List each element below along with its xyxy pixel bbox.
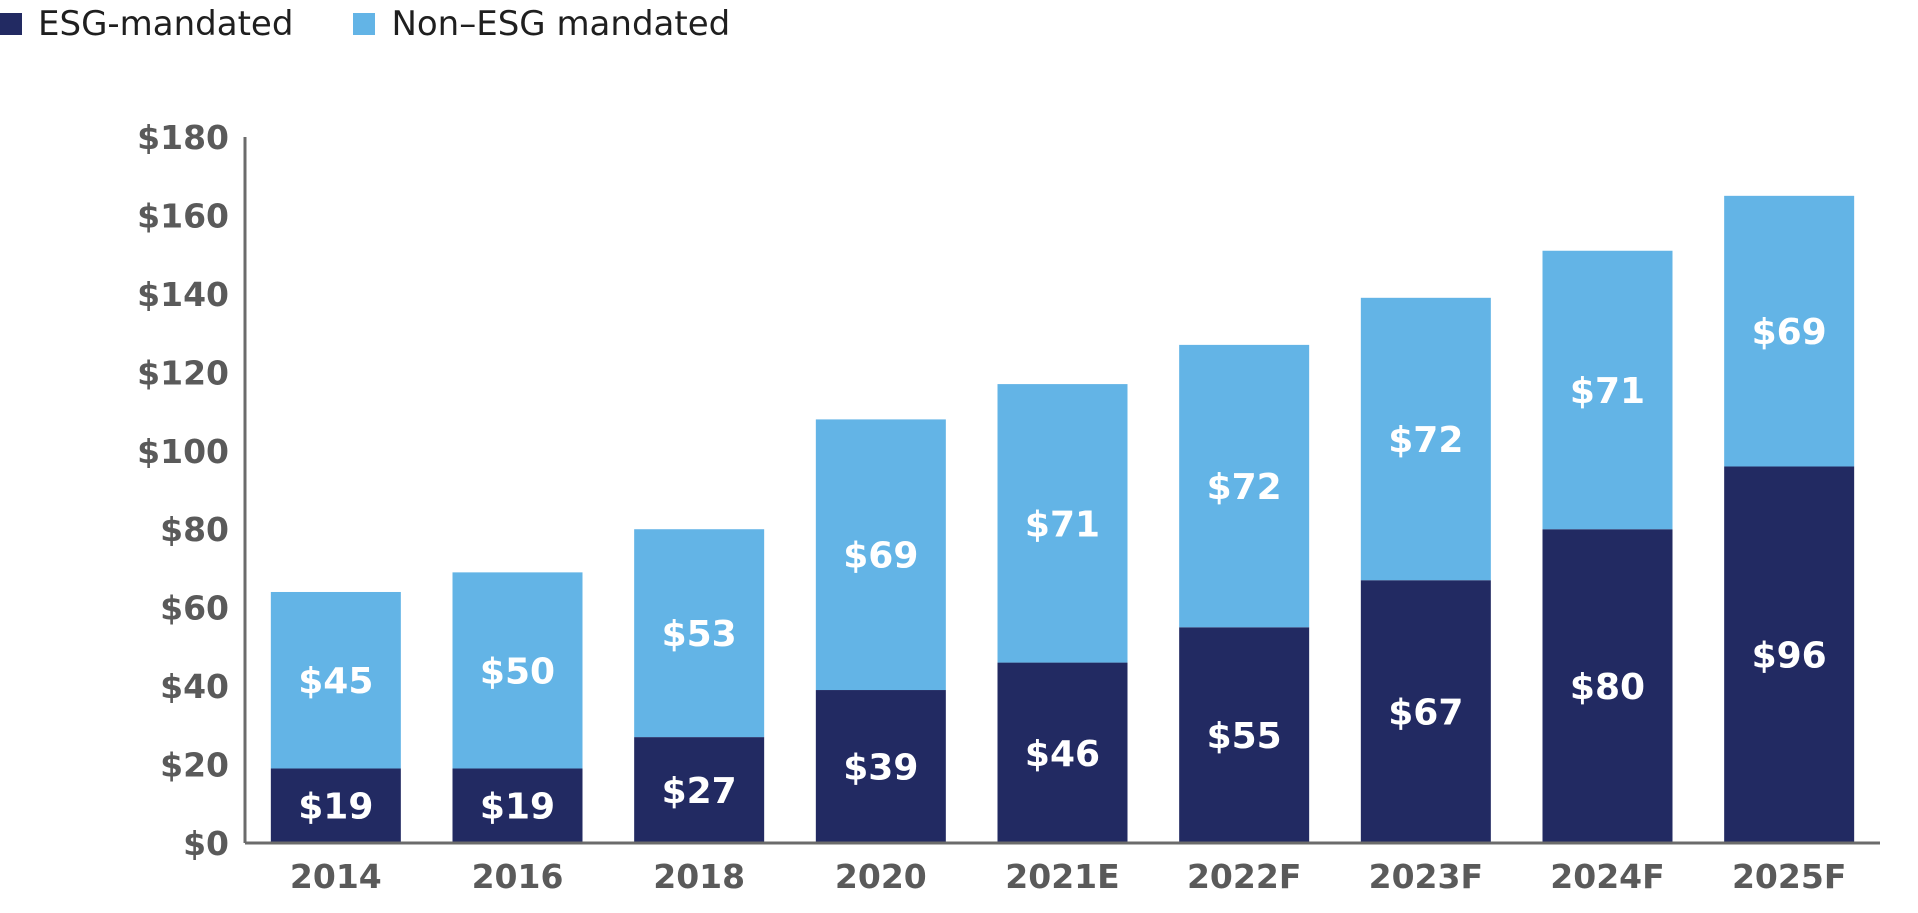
data-label: $72 [1388, 420, 1463, 461]
data-label: $27 [662, 771, 737, 812]
y-tick-label: $60 [160, 589, 229, 628]
y-tick-label: $140 [137, 275, 229, 314]
data-label: $39 [843, 748, 918, 789]
legend-item-esg: ESG-mandated [0, 4, 293, 44]
data-label: $67 [1388, 693, 1463, 734]
bar-esg-mandated [997, 662, 1128, 843]
data-label: $19 [480, 787, 555, 828]
x-tick-label: 2024F [1550, 857, 1664, 896]
x-tick-label: 2022F [1187, 857, 1301, 896]
bar-esg-mandated [815, 690, 946, 843]
y-tick-label: $0 [183, 824, 229, 863]
bar-esg-mandated [1179, 627, 1310, 843]
bar-esg-mandated [1724, 466, 1855, 843]
x-tick-label: 2025F [1732, 857, 1846, 896]
x-tick-label: 2020 [835, 857, 927, 896]
data-label: $19 [298, 787, 373, 828]
y-tick-label: $40 [160, 667, 229, 706]
bar-esg-mandated [452, 768, 583, 843]
data-label: $69 [843, 536, 918, 577]
data-label: $46 [1025, 734, 1100, 775]
x-tick-label: 2023F [1369, 857, 1483, 896]
legend: ESG-mandated Non–ESG mandated [0, 4, 790, 44]
bar-non-esg-mandated [634, 529, 765, 738]
legend-label-non-esg: Non–ESG mandated [391, 4, 731, 44]
y-tick-label: $20 [160, 746, 229, 785]
y-tick-label: $180 [137, 118, 229, 157]
bar-esg-mandated [270, 768, 401, 843]
bar-non-esg-mandated [452, 572, 583, 769]
bar-non-esg-mandated [1542, 250, 1673, 530]
data-label: $72 [1207, 467, 1282, 508]
legend-swatch-esg [0, 13, 22, 35]
data-label: $55 [1207, 716, 1282, 757]
data-label: $50 [480, 651, 555, 692]
bar-non-esg-mandated [1724, 195, 1855, 467]
bar-non-esg-mandated [270, 591, 401, 769]
x-tick-label: 2014 [290, 857, 382, 896]
legend-item-non-esg: Non–ESG mandated [353, 4, 730, 44]
legend-label-esg: ESG-mandated [38, 4, 294, 44]
data-label: $45 [298, 661, 373, 702]
data-label: $53 [662, 614, 737, 655]
x-tick-label: 2018 [653, 857, 745, 896]
bar-non-esg-mandated [1179, 344, 1310, 628]
bar-non-esg-mandated [997, 384, 1128, 663]
bar-non-esg-mandated [1360, 297, 1491, 581]
bar-esg-mandated [1360, 580, 1491, 843]
data-label: $71 [1025, 504, 1100, 545]
x-tick-label: 2021E [1005, 857, 1119, 896]
y-tick-label: $120 [137, 353, 229, 392]
bar-non-esg-mandated [815, 419, 946, 691]
y-tick-label: $160 [137, 196, 229, 235]
bar-esg-mandated [634, 737, 765, 843]
y-tick-label: $100 [137, 432, 229, 471]
data-label: $80 [1570, 667, 1645, 708]
data-label: $69 [1752, 312, 1827, 353]
bar-esg-mandated [1542, 529, 1673, 843]
x-tick-label: 2016 [472, 857, 564, 896]
legend-swatch-non-esg [353, 13, 376, 35]
data-label: $71 [1570, 371, 1645, 412]
data-label: $96 [1752, 636, 1827, 677]
y-tick-label: $80 [160, 510, 229, 549]
